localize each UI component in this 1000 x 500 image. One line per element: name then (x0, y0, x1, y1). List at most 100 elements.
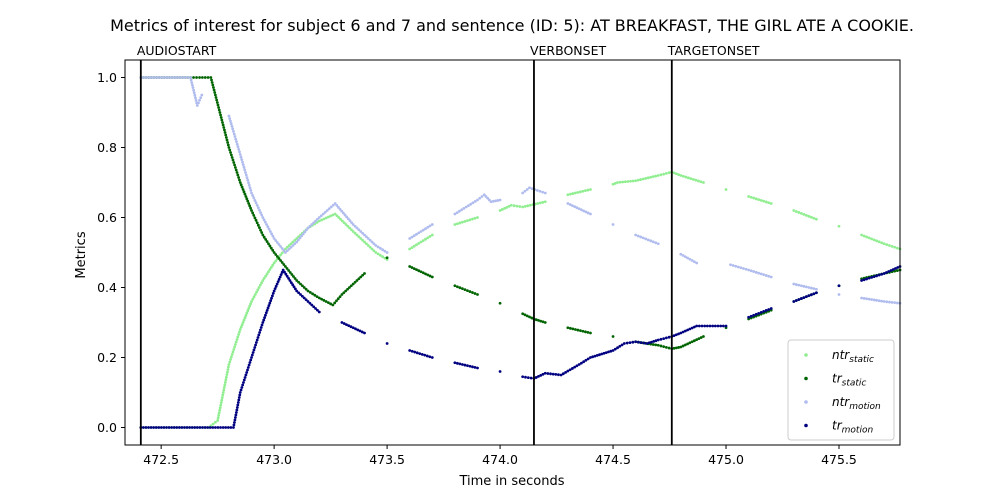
data-point (355, 226, 359, 230)
data-point (872, 298, 876, 302)
data-point (699, 336, 703, 339)
data-point (769, 275, 773, 279)
data-point (212, 88, 216, 92)
data-point (348, 286, 351, 289)
data-point (272, 237, 276, 240)
data-point (408, 265, 412, 268)
data-point (686, 342, 690, 346)
x-tick-label: 475.5 (821, 452, 857, 467)
data-point (551, 372, 555, 376)
data-point (206, 426, 210, 429)
data-point (554, 373, 558, 376)
legend-marker (804, 353, 808, 357)
data-point (634, 340, 638, 344)
data-point (338, 295, 342, 298)
data-point (240, 323, 244, 327)
data-point (708, 324, 712, 328)
data-point (642, 341, 646, 345)
data-point (564, 370, 567, 374)
data-point (239, 325, 243, 329)
data-point (284, 251, 287, 254)
data-point (662, 345, 666, 349)
data-point (361, 231, 365, 235)
data-point (211, 422, 215, 426)
data-point (528, 186, 531, 190)
data-point (348, 219, 352, 223)
data-point (283, 270, 286, 274)
data-point (327, 207, 331, 211)
data-point (298, 236, 302, 240)
data-point (568, 326, 572, 330)
data-point (160, 76, 164, 79)
data-point (458, 286, 462, 290)
data-point (260, 213, 264, 217)
data-point (296, 238, 300, 242)
data-point (893, 301, 897, 305)
data-point (674, 346, 678, 350)
data-point (304, 298, 308, 302)
data-point (683, 343, 687, 347)
data-point (221, 426, 225, 429)
data-point (344, 223, 348, 226)
data-point (320, 218, 323, 222)
data-point (893, 245, 897, 249)
data-point (621, 180, 625, 184)
data-point (359, 230, 363, 233)
data-point (420, 352, 424, 356)
data-point (206, 76, 210, 79)
data-point (888, 244, 891, 247)
data-point (268, 268, 272, 271)
x-tick-label: 473.5 (369, 452, 405, 467)
event-label: VERBONSET (530, 43, 607, 58)
data-point (792, 300, 796, 303)
data-point (262, 218, 266, 222)
event-markers: AUDIOSTART VERBONSET TARGETONSET (137, 43, 760, 445)
data-point (243, 168, 247, 172)
x-tick-label: 474.5 (595, 452, 631, 467)
data-point (370, 247, 374, 251)
data-point (589, 331, 592, 335)
data-point (252, 214, 256, 217)
data-point (721, 324, 725, 328)
data-point (297, 291, 300, 295)
data-point (335, 204, 339, 207)
data-point (476, 198, 479, 202)
data-point (337, 216, 341, 219)
data-point (421, 271, 425, 275)
data-point (541, 372, 545, 376)
y-axis: 0.0 0.2 0.4 0.6 0.8 1.0 (97, 70, 125, 435)
data-point (383, 249, 387, 253)
data-point (285, 274, 289, 278)
data-point (487, 198, 491, 202)
data-point (198, 98, 201, 102)
data-point (894, 267, 897, 270)
data-point (237, 176, 241, 179)
data-point (357, 277, 361, 281)
data-point (329, 214, 333, 218)
data-point (679, 252, 683, 256)
data-point (359, 237, 363, 240)
data-point (300, 234, 303, 238)
data-point (231, 127, 235, 131)
data-point (217, 106, 221, 109)
data-point (216, 103, 220, 107)
data-point (237, 398, 241, 402)
data-point (667, 346, 671, 350)
data-point (154, 426, 158, 429)
data-point (199, 96, 203, 100)
data-point (860, 279, 863, 282)
legend-marker (804, 376, 808, 381)
data-point (419, 240, 423, 244)
data-point (559, 373, 563, 377)
data-point (453, 223, 457, 226)
data-point (219, 401, 223, 405)
data-point (149, 76, 153, 79)
data-point (636, 178, 640, 182)
data-point (654, 174, 658, 178)
data-point (625, 341, 629, 345)
data-point (566, 369, 570, 373)
data-point (867, 276, 871, 280)
data-point (250, 356, 253, 359)
data-point (426, 273, 430, 277)
data-point (623, 180, 627, 184)
